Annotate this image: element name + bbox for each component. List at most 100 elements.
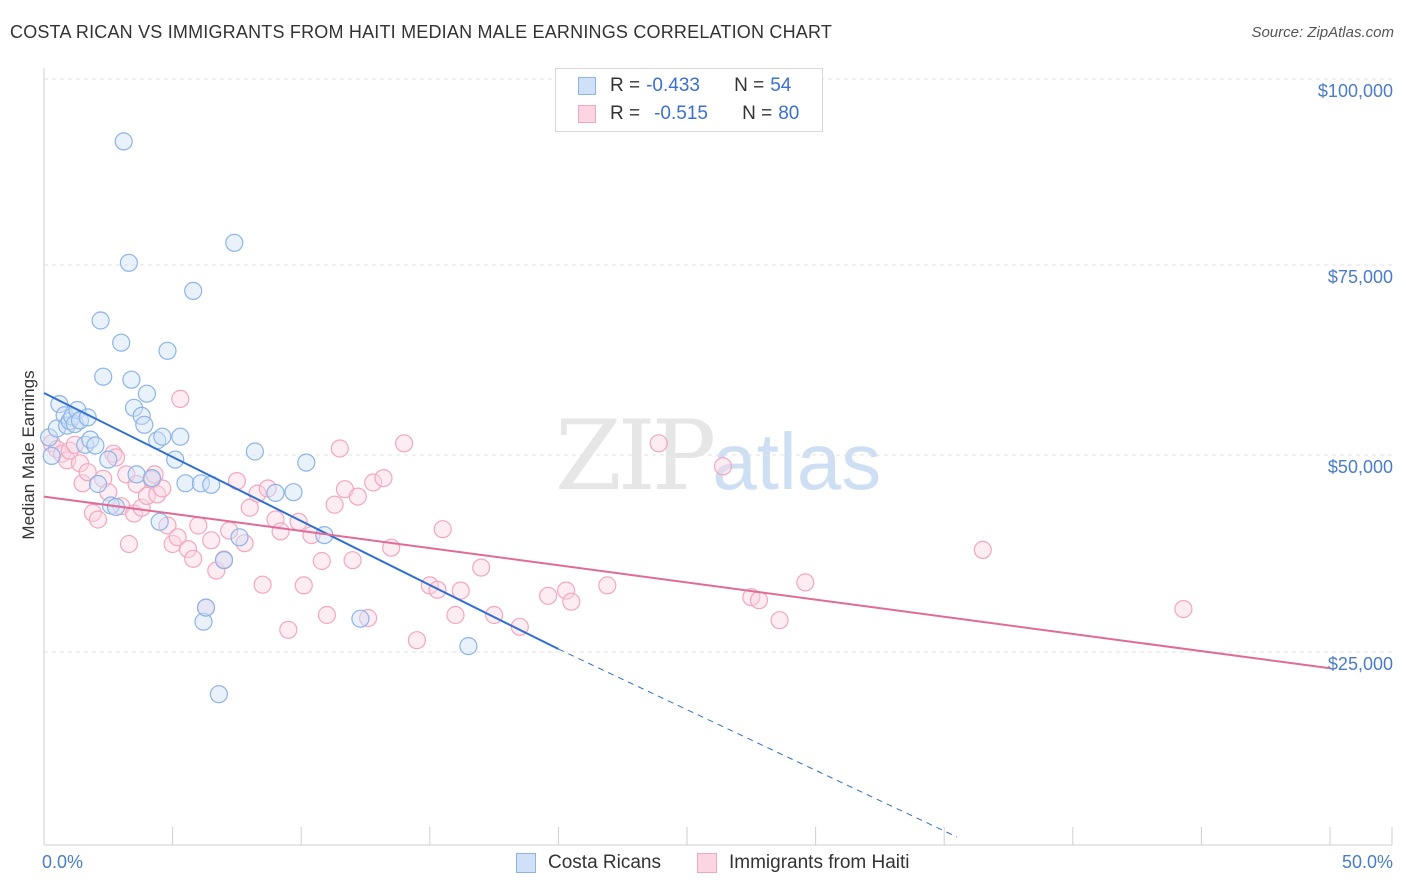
legend-item-costa-ricans: Costa Ricans: [516, 852, 661, 874]
haiti-point: [148, 485, 167, 504]
legend-swatch-pink: [697, 853, 717, 873]
legend-n-label: N =: [734, 75, 765, 96]
haiti-point: [312, 551, 331, 571]
costa-rican-point: [112, 333, 131, 352]
haiti-point: [271, 522, 290, 541]
costa-rican-point: [158, 341, 177, 360]
x-tick-labels: 0.0% 50.0%: [42, 852, 1393, 872]
costa-rican-point: [297, 453, 316, 472]
costa-rican-point: [351, 609, 370, 628]
costa-rican-point: [459, 636, 478, 656]
haiti-point: [184, 549, 203, 568]
haiti-point: [119, 534, 138, 554]
costa-rican-point: [209, 685, 228, 704]
costa-rican-point: [142, 469, 162, 488]
haiti-point: [359, 608, 378, 628]
series-legend: Costa Ricans Immigrants from Haiti: [0, 852, 1406, 878]
costa-rican-points: [39, 132, 478, 704]
haiti-point: [189, 516, 208, 535]
legend-r-label: R =: [610, 103, 641, 124]
costa-rican-point: [119, 253, 138, 272]
haiti-point: [472, 558, 491, 577]
watermark: ZIPatlas: [555, 400, 881, 512]
costa-rican-point: [230, 528, 249, 547]
haiti-point: [88, 510, 108, 529]
haiti-point: [973, 540, 992, 560]
haiti-point: [325, 495, 344, 514]
legend-n-value: 80: [778, 103, 800, 124]
legend-label-costa-ricans: Costa Ricans: [548, 852, 661, 873]
y-tick-label: $75,000: [1328, 267, 1393, 287]
chart-title: COSTA RICAN VS IMMIGRANTS FROM HAITI MED…: [10, 22, 833, 42]
haiti-point: [364, 473, 383, 492]
costa-rican-point: [150, 512, 169, 531]
costa-rican-point: [114, 132, 133, 151]
legend-r-label: R =: [610, 75, 641, 96]
legend-n-value: 54: [770, 75, 792, 96]
haiti-trend-line: [43, 495, 1331, 670]
watermark-atlas: atlas: [712, 417, 882, 506]
haiti-point: [796, 573, 815, 592]
haiti-point: [374, 469, 393, 488]
haiti-point: [556, 581, 576, 600]
costa-rican-point: [184, 281, 203, 300]
costa-rican-point: [284, 483, 303, 502]
haiti-point: [395, 434, 414, 453]
costa-rican-point: [76, 435, 95, 454]
haiti-point: [73, 474, 92, 493]
costa-rican-point: [81, 430, 100, 449]
haiti-point: [433, 520, 452, 539]
costa-rican-point: [214, 551, 234, 570]
haiti-point: [407, 631, 426, 650]
haiti-point: [171, 389, 190, 408]
costa-rican-point: [127, 465, 146, 484]
costa-rican-point: [137, 384, 156, 403]
x-tick-label-min: 0.0%: [42, 852, 83, 872]
legend-row-costa-rican: R = -0.433 N = 54: [578, 73, 791, 99]
haiti-point: [451, 581, 470, 600]
costa-rican-point: [196, 598, 216, 617]
haiti-point: [446, 605, 465, 625]
watermark-zip: ZIP: [555, 400, 716, 512]
stats-legend: R = -0.433 N = 54 R = -0.515 N = 80: [555, 68, 823, 132]
haiti-point: [1174, 599, 1193, 619]
haiti-point: [317, 605, 336, 625]
haiti-point: [598, 576, 617, 595]
costa-rican-point: [42, 446, 61, 465]
haiti-point: [253, 575, 272, 594]
trend-lines: [43, 392, 1331, 838]
haiti-point: [94, 469, 113, 488]
haiti-point: [348, 487, 367, 506]
costa-rican-point: [135, 415, 154, 434]
haiti-point: [279, 620, 298, 639]
haiti-point: [713, 457, 733, 476]
haiti-point: [749, 591, 769, 610]
haiti-points: [42, 389, 1193, 650]
y-tick-label: $50,000: [1328, 457, 1393, 477]
costa-rican-point: [225, 233, 244, 252]
legend-n-label: N =: [742, 103, 773, 124]
costa-rican-point: [94, 367, 113, 386]
y-tick-labels: $25,000 $50,000 $75,000 $100,000: [1318, 81, 1393, 674]
costa-rican-point: [266, 483, 285, 502]
costa-rican-point: [86, 436, 105, 455]
costa-rican-point: [245, 442, 264, 461]
legend-r-value: -0.433: [646, 75, 700, 96]
legend-swatch-blue: [578, 77, 596, 95]
costa-rican-point: [122, 370, 141, 389]
haiti-point: [78, 463, 97, 482]
costa-rican-point: [88, 474, 108, 494]
costa-rican-trend-extension: [558, 648, 958, 838]
costa-rican-point: [166, 450, 185, 469]
legend-label-haiti: Immigrants from Haiti: [729, 852, 910, 873]
haiti-point: [178, 539, 198, 559]
costa-rican-point: [91, 311, 110, 330]
costa-rican-point: [176, 474, 195, 493]
costa-rican-point: [153, 427, 172, 446]
legend-row-haiti: R = -0.515 N = 80: [578, 101, 799, 127]
grid-lines: [44, 78, 1392, 653]
source-label: Source: ZipAtlas.com: [1251, 24, 1394, 41]
haiti-point: [168, 528, 187, 547]
haiti-point: [240, 498, 259, 517]
haiti-point: [294, 576, 313, 595]
